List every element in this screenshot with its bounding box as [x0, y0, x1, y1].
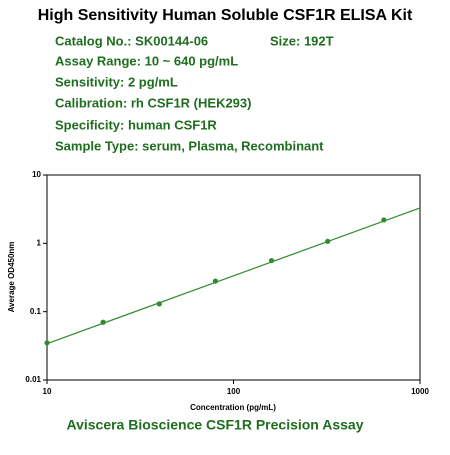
point: [268, 257, 275, 264]
y-tick-label: 0.01: [25, 375, 41, 384]
point: [325, 238, 331, 244]
fit-line: [46, 207, 421, 345]
x-tick-label: 100: [227, 387, 241, 396]
header-line: Sample Type: serum, Plasma, Recombinant: [55, 138, 324, 153]
point: [100, 319, 106, 325]
point: [381, 217, 387, 223]
footer: Aviscera Bioscience CSF1R Precision Assa…: [66, 417, 363, 433]
x-tick-label: 1000: [411, 387, 429, 396]
y-tick-label: 10: [32, 170, 41, 179]
y-tick-label: 0.1: [30, 307, 42, 316]
header-line: Catalog No.: SK00144-06: [55, 33, 208, 48]
title: High Sensitivity Human Soluble CSF1R ELI…: [38, 7, 413, 24]
header-line: Sensitivity: 2 pg/mL: [55, 74, 178, 89]
plot-frame: [46, 174, 421, 381]
y-axis-label: Average OD450nm: [7, 242, 16, 313]
y-tick-label: 1: [37, 238, 42, 247]
point: [44, 340, 50, 346]
header-line: Calibration: rh CSF1R (HEK293): [55, 95, 251, 110]
header-line: Specificity: human CSF1R: [55, 117, 217, 132]
x-axis-label: Concentration (pg/mL): [190, 403, 276, 412]
x-tick-label: 10: [43, 387, 52, 396]
point: [212, 278, 219, 284]
header-line: Assay Range: 10 ~ 640 pg/mL: [55, 53, 238, 68]
point: [156, 301, 162, 307]
header-size: Size: 192T: [270, 33, 334, 48]
